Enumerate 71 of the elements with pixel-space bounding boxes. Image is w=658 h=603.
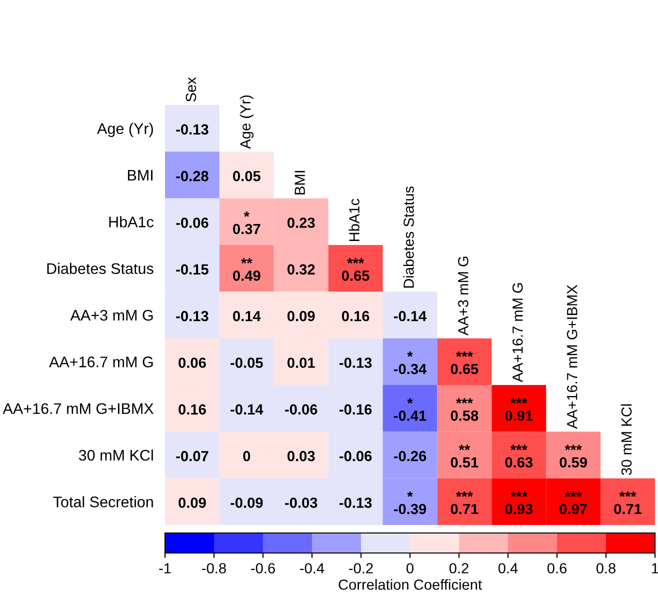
data-label: -0.14 — [230, 404, 264, 415]
data-label: -0.03 — [285, 498, 318, 508]
data-label: -0.09 — [230, 498, 263, 508]
x-tick-label: AA+16.7 mM G+IBMX — [566, 284, 578, 429]
color-bar-label: 0.2 — [449, 563, 468, 574]
data-label: 0.16 — [342, 310, 370, 322]
color-bar-label: -0.8 — [202, 563, 226, 574]
data-label: 0.05 — [233, 170, 260, 182]
data-label: ** 0.51 — [450, 444, 478, 468]
data-label: -0.26 — [394, 450, 426, 462]
data-label: 0.32 — [287, 264, 315, 275]
data-label: -0.13 — [176, 310, 208, 322]
y-tick-label: BMI — [128, 170, 152, 181]
x-tick-label: AA+3 mM G — [458, 256, 468, 336]
data-label: *** 0.91 — [505, 398, 533, 421]
x-tick-label: Sex — [186, 77, 196, 102]
data-label: *** 0.93 — [505, 491, 533, 514]
data-label: -0.06 — [176, 218, 208, 228]
color-bar-label: 0 — [406, 563, 414, 574]
data-label: 0 — [243, 450, 250, 462]
y-tick-label: AA+16.7 mM G — [49, 356, 153, 368]
data-label: -0.13 — [340, 358, 372, 368]
color-bar-label: 1 — [652, 563, 658, 574]
data-label: -0.05 — [230, 358, 263, 368]
data-label: 0.09 — [178, 498, 206, 508]
color-bar-label: -0.6 — [251, 563, 275, 574]
data-label: -0.06 — [285, 404, 318, 415]
color-bar-label: -0.2 — [349, 563, 373, 574]
data-label: -0.14 — [394, 310, 427, 322]
color-bar-label: 0.6 — [547, 563, 566, 574]
data-label: * -0.39 — [394, 491, 426, 514]
color-bar-label: -0.4 — [300, 563, 324, 574]
data-label: 0.14 — [233, 310, 261, 322]
data-label: -0.28 — [176, 170, 208, 182]
y-tick-label: AA+3 mM G — [70, 310, 153, 321]
data-label: 0.09 — [287, 310, 315, 322]
data-label: -0.15 — [176, 264, 208, 275]
data-label: *** 0.71 — [450, 491, 478, 514]
data-label: 0.03 — [287, 450, 315, 462]
y-tick-label: HbA1c — [109, 216, 154, 228]
data-label: * -0.34 — [394, 351, 427, 374]
data-label: 0.16 — [178, 404, 206, 415]
data-label: 0.01 — [287, 358, 315, 368]
y-tick-label: Age (Yr) — [97, 122, 153, 138]
data-label: -0.13 — [340, 498, 372, 508]
data-label: 0.23 — [287, 218, 315, 228]
color-bar-label: -1 — [159, 563, 171, 574]
data-label: *** 0.97 — [560, 491, 587, 514]
data-label: ** 0.49 — [233, 258, 260, 281]
data-label: *** 0.59 — [560, 444, 587, 468]
data-label: *** 0.71 — [614, 491, 642, 514]
data-label: -0.13 — [176, 124, 208, 135]
data-label: 0.06 — [178, 358, 206, 368]
data-label: *** 0.65 — [450, 351, 478, 374]
x-tick-label: Diabetes Status — [403, 186, 414, 288]
data-label: *** 0.65 — [342, 258, 370, 281]
y-tick-label: 30 mM KCl — [78, 449, 153, 461]
color-bar-label: 0.4 — [498, 563, 518, 574]
data-label: *** 0.58 — [450, 398, 478, 421]
data-label: -0.06 — [340, 450, 372, 462]
data-label: * -0.41 — [394, 398, 426, 421]
y-tick-label: Total Secretion — [53, 496, 153, 508]
data-label: -0.16 — [340, 404, 372, 415]
data-label: -0.07 — [176, 450, 208, 462]
color-bar-label: 0.8 — [596, 563, 616, 574]
y-tick-label: AA+16.7 mM G+IBMX — [2, 403, 154, 414]
data-label: *** 0.63 — [505, 444, 533, 468]
data-label: * 0.37 — [233, 211, 260, 234]
y-tick-label: Diabetes Status — [47, 262, 154, 274]
color-bar-title: Correlation Coefficient — [338, 579, 482, 590]
x-tick-label: AA+16.7 mM G — [512, 283, 523, 382]
